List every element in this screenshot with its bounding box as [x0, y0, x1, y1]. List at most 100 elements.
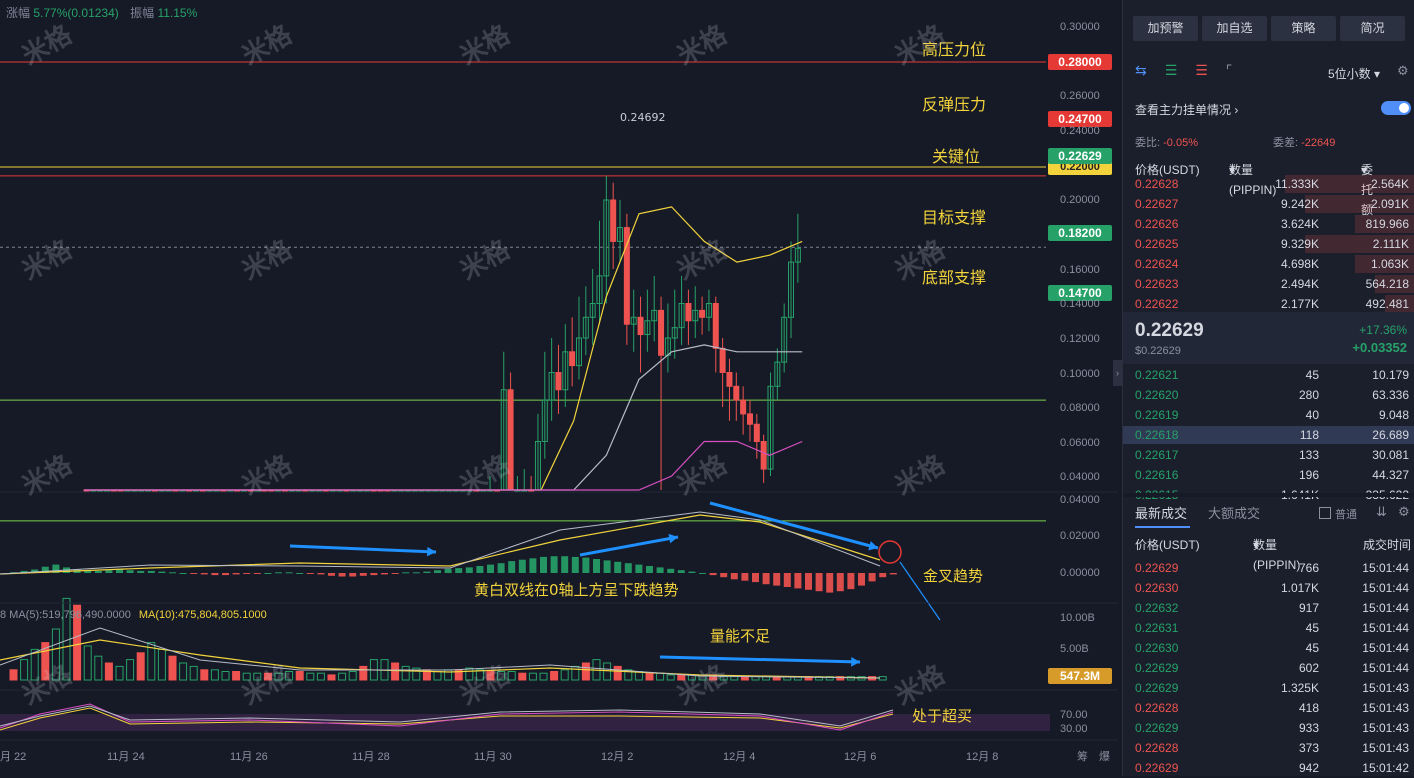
- trade-qty: 602: [1298, 661, 1319, 675]
- trade-qty: 418: [1298, 701, 1319, 715]
- candle-body: [767, 385, 774, 470]
- ask-row[interactable]: 0.22623 2.494K 564.218: [1123, 274, 1414, 294]
- tag-bottom-support: 0.14700: [1048, 285, 1112, 301]
- ask-row[interactable]: 0.22622 2.177K 492.481: [1123, 294, 1414, 314]
- chips-toggle[interactable]: 筹: [1077, 751, 1088, 763]
- macd-bar: [349, 573, 357, 577]
- alert-button[interactable]: 加预警: [1133, 16, 1198, 41]
- macd-annotation: 黄白双线在0轴上方呈下跌趋势: [474, 581, 679, 599]
- settings-icon[interactable]: ⚙: [1397, 63, 1409, 78]
- row-total: 1.063K: [1370, 257, 1409, 271]
- ask-row[interactable]: 0.22627 9.242K 2.091K: [1123, 194, 1414, 214]
- bids-only-icon[interactable]: ☰: [1164, 62, 1178, 78]
- macd-dif-line: [0, 514, 881, 575]
- macd-bar: [465, 567, 473, 573]
- macd-bar: [137, 570, 145, 573]
- filter-icon[interactable]: ⇊: [1376, 504, 1387, 519]
- chart-area[interactable]: 涨幅 5.77%(0.01234) 振幅 11.15% 高压力位 反弹压力 关键…: [0, 0, 1118, 776]
- volume-tick: 5.00B: [1060, 643, 1089, 655]
- trades-settings-icon[interactable]: ⚙: [1398, 504, 1410, 519]
- depth-bar: [1375, 275, 1414, 293]
- watchlist-button[interactable]: 加自选: [1202, 16, 1267, 41]
- trade-time: 15:01:44: [1362, 621, 1409, 635]
- both-depth-icon[interactable]: ⇆: [1135, 62, 1147, 78]
- candle-body: [562, 351, 569, 391]
- row-qty: 133: [1298, 448, 1319, 462]
- tab-latest-trades[interactable]: 最新成交: [1135, 506, 1188, 521]
- volume-bar: [846, 676, 855, 681]
- diff-label: 委差:: [1273, 137, 1299, 149]
- trade-col-price: 价格(USDT): [1135, 538, 1200, 552]
- y-tick: 0.12000: [1060, 333, 1100, 345]
- macd-bar: [858, 573, 865, 586]
- bid-row[interactable]: 0.22620 280 63.336: [1123, 385, 1414, 405]
- bid-row[interactable]: 0.22619 40 9.048: [1123, 405, 1414, 425]
- volume-bar: [603, 662, 612, 681]
- macd-bar: [190, 573, 198, 574]
- liquidation-toggle[interactable]: 爆: [1099, 751, 1110, 763]
- bid-row[interactable]: 0.22617 133 30.081: [1123, 445, 1414, 465]
- strategy-button[interactable]: 策略: [1271, 16, 1336, 41]
- trade-col-qty-label: 数量(PIPPIN): [1253, 538, 1301, 572]
- normal-checkbox[interactable]: [1319, 507, 1331, 519]
- main-orders-label: 查看主力挂单情况: [1135, 103, 1232, 117]
- volume-bar: [157, 648, 166, 681]
- macd-bar: [41, 566, 49, 573]
- trade-time: 15:01:43: [1362, 681, 1409, 695]
- y-tick: 0.26000: [1060, 90, 1100, 102]
- ask-row[interactable]: 0.22626 3.624K 819.966: [1123, 214, 1414, 234]
- col-total[interactable]: 委托额 ▾: [1361, 160, 1373, 217]
- volume-bar: [539, 672, 548, 681]
- volume-bar: [295, 671, 304, 681]
- macd-bar: [317, 573, 325, 575]
- main-orders-toggle[interactable]: [1381, 101, 1411, 115]
- macd-tick: 0.00000: [1060, 567, 1100, 579]
- trade-col-qty[interactable]: 数量(PIPPIN) ▾: [1253, 535, 1300, 572]
- volume-bar: [306, 672, 315, 681]
- tag-target-support: 0.18200: [1048, 225, 1112, 241]
- tab-underline: [1135, 526, 1190, 528]
- asks-only-icon[interactable]: ☰: [1195, 62, 1208, 78]
- macd-bar: [624, 563, 632, 573]
- trade-qty: 45: [1305, 641, 1319, 655]
- trade-time: 15:01:42: [1362, 761, 1409, 775]
- col-qty[interactable]: 数量 (PIPPIN) ▾: [1229, 160, 1276, 197]
- level-label-rebound-resistance: 反弹压力: [922, 95, 987, 114]
- volume-bar: [51, 628, 60, 681]
- trade-row: 0.22629 942 15:01:42: [1123, 758, 1414, 778]
- trend-arrow-1: [289, 544, 437, 554]
- main-orders-link[interactable]: 查看主力挂单情况 ›: [1135, 103, 1239, 117]
- ask-row[interactable]: 0.22624 4.698K 1.063K: [1123, 254, 1414, 274]
- ask-row[interactable]: 0.22628 11.333K 2.564K: [1123, 174, 1414, 194]
- bid-row[interactable]: 0.22616 196 44.327: [1123, 465, 1414, 485]
- volume-bar: [83, 645, 92, 681]
- row-qty: 2.494K: [1280, 277, 1319, 291]
- trend-arrow-3-head: [868, 541, 878, 551]
- overview-button[interactable]: 简况: [1340, 16, 1405, 41]
- rsi-tick: 30.00: [1060, 723, 1088, 735]
- bid-row[interactable]: 0.22621 45 10.179: [1123, 365, 1414, 385]
- candle-body: [774, 361, 781, 387]
- trade-qty: 933: [1298, 721, 1319, 735]
- bid-row[interactable]: 0.22618 118 26.689: [1123, 425, 1414, 445]
- macd-bar: [847, 573, 855, 590]
- candle-body: [582, 316, 589, 339]
- volume-bar: [581, 662, 590, 681]
- macd-bar: [338, 573, 346, 577]
- price-chart[interactable]: [0, 0, 1118, 776]
- level-label-key: 关键位: [932, 147, 981, 166]
- row-qty: 280: [1298, 388, 1319, 402]
- volume-bar: [126, 659, 135, 681]
- macd-dea-line: [0, 511, 881, 575]
- ask-row[interactable]: 0.22625 9.329K 2.111K: [1123, 234, 1414, 254]
- tab-large-trades[interactable]: 大额成交: [1208, 506, 1261, 521]
- expand-icon[interactable]: ⌜: [1225, 62, 1233, 78]
- row-total: 2.091K: [1370, 197, 1409, 211]
- volume-bar: [465, 667, 474, 681]
- x-tick: 11月 24: [107, 751, 145, 763]
- trade-row: 0.22629 933 15:01:43: [1123, 718, 1414, 738]
- panel-collapse-handle[interactable]: ›: [1113, 360, 1122, 386]
- decimals-select[interactable]: 5位小数 ▾: [1328, 67, 1381, 81]
- decimals-value: 5位小数: [1328, 67, 1371, 81]
- volume-bar: [263, 672, 272, 681]
